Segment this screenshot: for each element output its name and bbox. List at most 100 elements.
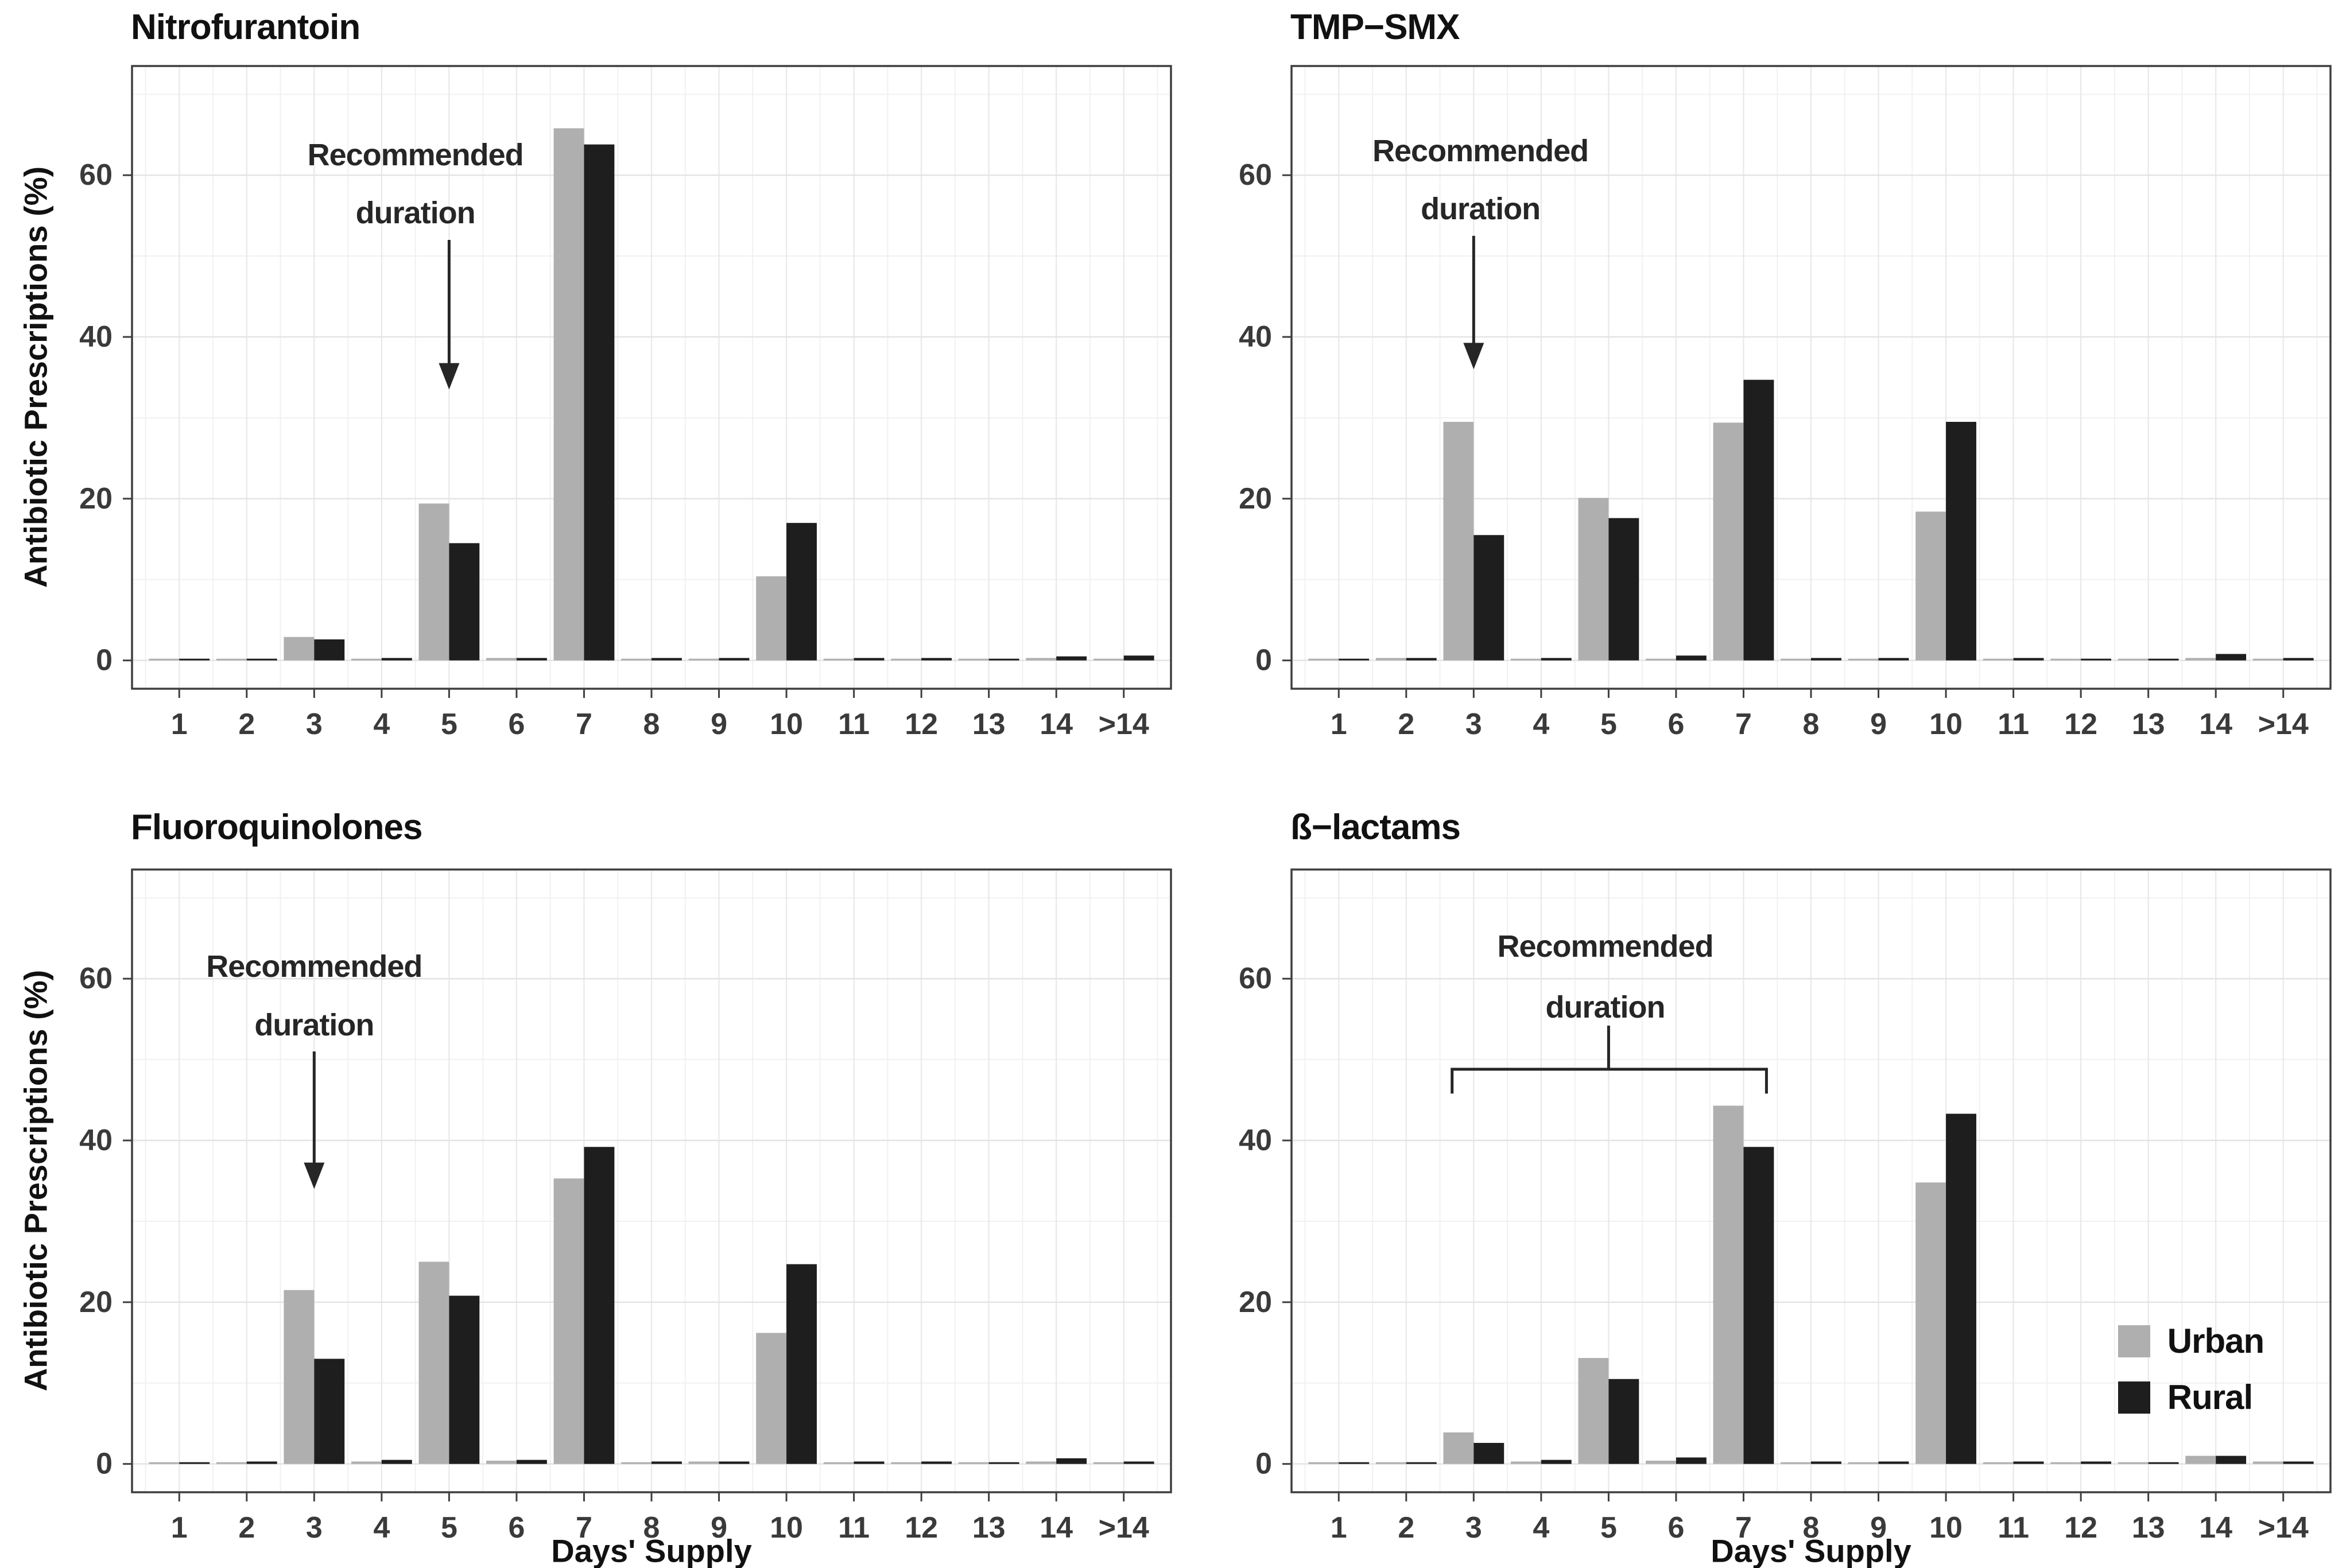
panel-title-nitrofurantoin: Nitrofurantoin [131,7,360,47]
bar-urban-6 [1646,658,1676,661]
bar-rural-6 [516,658,547,661]
bar-rural-8 [1811,1461,1841,1464]
x-tick-label: 1 [171,708,188,741]
bar-urban-6 [486,658,517,661]
bar-rural-7 [1743,379,1774,661]
bar-rural-4 [381,658,412,661]
bar-rural-10 [786,523,817,661]
bar-urban-4 [1510,658,1541,661]
bar-rural-6 [516,1460,547,1464]
bar-urban-13 [2118,1462,2149,1464]
bar-rural-13 [2148,658,2179,661]
bar-urban-12 [891,1462,922,1464]
x-tick-label: 6 [1668,1511,1684,1544]
bar-urban-11 [823,658,854,661]
bar-rural->14 [1123,1461,1154,1464]
bar-urban-2 [1375,1462,1406,1464]
x-tick-label: 5 [1600,1511,1617,1544]
bar-urban-11 [823,1462,854,1464]
annotation-bracket [1451,1068,1768,1094]
bar-urban->14 [1093,658,1124,661]
bar-urban-14 [1026,1461,1057,1464]
x-tick-label: 8 [643,1511,660,1544]
bar-rural-13 [2148,1462,2179,1464]
bar-rural-14 [2216,654,2247,661]
bar-urban-2 [216,658,247,661]
x-tick-label: 14 [1040,1511,1073,1544]
bar-rural-1 [179,658,210,661]
bar-rural-1 [1339,658,1370,661]
bar-rural-14 [1056,656,1087,661]
y-tick-label: 40 [79,320,113,354]
legend-label-urban: Urban [2167,1322,2264,1360]
x-tick-label: 4 [1533,708,1549,741]
bar-urban-3 [284,636,315,661]
x-tick-label: 9 [1870,708,1887,741]
x-tick-label: 11 [838,708,870,741]
y-tick-label: 20 [1239,482,1272,515]
x-tick-label: 5 [1600,708,1617,741]
bar-urban-7 [1713,1105,1744,1464]
x-axis-title-left: Days' Supply [551,1532,752,1568]
bar-rural-2 [246,658,277,661]
annotation-arrowhead-icon [304,1162,325,1189]
bar-urban-5 [1578,498,1609,661]
bar-urban-1 [1308,1462,1339,1464]
x-tick-label: 5 [441,1511,457,1544]
bar-urban-11 [1983,658,2014,661]
x-tick-label: 9 [711,708,727,741]
bar-urban-13 [2118,658,2149,661]
x-tick-label: >14 [2258,1511,2309,1544]
x-tick-label: 1 [1331,1511,1347,1544]
x-tick-label: 1 [1331,708,1347,741]
bar-rural-13 [988,658,1019,661]
legend-item-urban: Urban [2118,1313,2264,1369]
bar-urban-8 [621,1462,652,1464]
x-tick-label: >14 [1099,1511,1149,1544]
x-tick-label: 8 [1803,1511,1820,1544]
annotation-line2: duration [254,1007,374,1042]
bar-rural-14 [1056,1458,1087,1464]
bar-rural-10 [1946,1113,1976,1464]
y-tick-label: 40 [1239,320,1272,354]
y-axis-title-bottom: Antibiotic Prescriptions (%) [17,969,54,1392]
bar-urban-3 [1443,422,1474,661]
bar-urban-9 [1848,1462,1879,1464]
bar-urban-12 [2050,1462,2081,1464]
y-tick-label: 40 [79,1124,113,1157]
legend: Urban Rural [2118,1313,2264,1426]
bar-urban-4 [351,1461,382,1464]
bar-rural-8 [652,1461,682,1464]
bar-urban-8 [1781,658,1811,661]
bar-rural-2 [1406,658,1437,661]
x-tick-label: 3 [306,1511,323,1544]
x-tick-label: 12 [2064,1511,2097,1544]
x-tick-label: 13 [972,1511,1006,1544]
bar-urban-14 [2185,1456,2216,1464]
y-tick-label: 60 [79,962,113,995]
bar-rural-4 [1541,658,1572,661]
urban-swatch-icon [2118,1325,2150,1357]
bar-rural-10 [1946,422,1976,661]
bar-rural-11 [854,1461,885,1464]
bar-rural-1 [179,1462,210,1464]
x-tick-label: >14 [2258,708,2309,741]
annotation-line1: Recommended [1497,929,1713,964]
bar-urban-10 [756,576,787,661]
x-tick-label: 11 [1998,1511,2029,1544]
annotation-line1: Recommended [307,138,524,172]
x-tick-label: 9 [1870,1511,1887,1544]
bar-rural-2 [1406,1462,1437,1464]
bar-urban->14 [1093,1462,1124,1464]
bar-rural-13 [988,1462,1019,1464]
legend-item-rural: Rural [2118,1369,2264,1426]
x-tick-label: 7 [1735,1511,1752,1544]
bar-urban-2 [1375,658,1406,661]
panel-title-beta-lactams: ß−lactams [1290,808,1461,847]
bar-rural-10 [786,1264,817,1464]
x-tick-label: 3 [306,708,323,741]
bar-urban-13 [958,1462,989,1464]
bar-rural-12 [921,658,952,661]
y-tick-label: 20 [79,1286,113,1319]
bar-rural-9 [1878,658,1909,661]
